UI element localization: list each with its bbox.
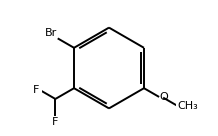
Text: F: F <box>52 117 59 127</box>
Text: CH₃: CH₃ <box>178 101 199 111</box>
Text: F: F <box>33 85 39 95</box>
Text: O: O <box>159 92 168 102</box>
Text: Br: Br <box>45 28 57 38</box>
